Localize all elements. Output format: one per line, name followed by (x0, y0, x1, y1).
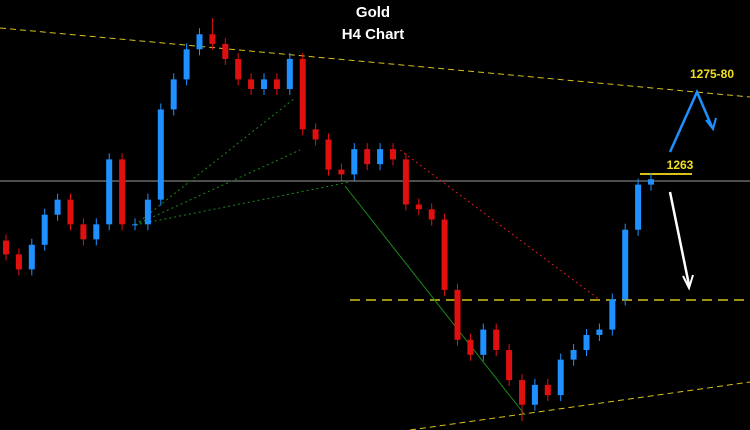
candles (3, 18, 654, 421)
candle-body (132, 224, 138, 226)
candle-body (119, 159, 126, 225)
arrow-head (705, 117, 717, 132)
candle-body (493, 329, 500, 351)
candle-body (428, 209, 435, 220)
candle-body (15, 254, 22, 270)
candle-body (622, 229, 629, 300)
candle-body (106, 159, 113, 225)
candle-body (196, 34, 203, 50)
candle-body (209, 34, 216, 44)
candle-body (454, 289, 461, 340)
candle-body (261, 79, 267, 90)
candle-body (3, 240, 9, 255)
candle-body (467, 339, 474, 355)
candle-body (273, 79, 280, 90)
candle-body (506, 350, 513, 381)
candle-body (28, 244, 35, 270)
arrow-up (668, 88, 714, 153)
annotation: 1275-80 (690, 67, 734, 81)
fan-line (134, 181, 351, 226)
trendline-upper (0, 27, 750, 98)
candle-body (519, 380, 525, 405)
candle-body (93, 224, 100, 240)
candle-body (144, 199, 151, 225)
candle-body (544, 384, 551, 396)
fib-line (399, 149, 601, 301)
candle-body (531, 384, 538, 405)
candle-body (325, 139, 332, 170)
candle-body (480, 329, 487, 355)
candle-body (67, 199, 74, 225)
candle-body (415, 204, 422, 210)
candle-body (390, 149, 396, 160)
candle-body (235, 58, 242, 80)
candle-body (157, 109, 164, 200)
candle-body (299, 58, 306, 130)
candle-body (402, 159, 409, 205)
candle-body (80, 224, 87, 240)
trendline-lower (409, 381, 750, 430)
fan-line (134, 97, 296, 226)
chart-subtitle: H4 Chart (342, 26, 405, 43)
candle-body (312, 129, 319, 140)
candle-body (351, 149, 358, 175)
candle-body (377, 149, 384, 165)
arrow-head (682, 274, 694, 291)
candle-body (54, 199, 61, 215)
annotation: 1263 (667, 158, 694, 172)
arrow-down (668, 191, 691, 286)
fan-line (134, 149, 301, 226)
candle-body (338, 169, 345, 175)
candle-body (570, 350, 577, 360)
candle-body (583, 334, 590, 351)
candle-body (557, 359, 564, 396)
candle-body (183, 49, 190, 80)
candle-body (364, 149, 371, 165)
candle-body (286, 58, 293, 90)
candle-body (648, 179, 654, 185)
candle-body (609, 299, 616, 330)
candle-body (170, 79, 177, 110)
candle-body (441, 219, 448, 290)
candle-body (635, 184, 642, 230)
chart-title: Gold (356, 4, 390, 21)
candle-body (248, 79, 255, 90)
candle-body (41, 214, 48, 245)
candle-body (222, 43, 229, 59)
candle-body (596, 329, 603, 335)
trend-line (344, 185, 526, 416)
